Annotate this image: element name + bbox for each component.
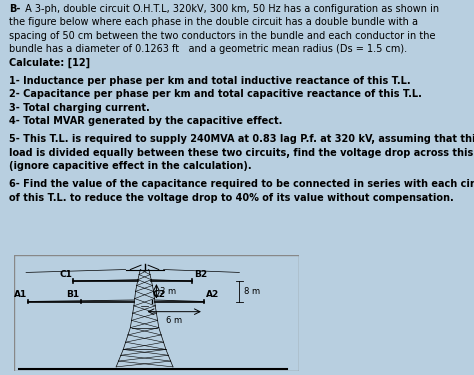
Text: C2: C2	[153, 290, 166, 299]
Text: of this T.L. to reduce the voltage drop to 40% of its value without compensation: of this T.L. to reduce the voltage drop …	[9, 192, 454, 202]
Text: A2: A2	[206, 290, 219, 299]
Text: bundle has a diameter of 0.1263 ft   and a geometric mean radius (Ds = 1.5 cm).: bundle has a diameter of 0.1263 ft and a…	[9, 45, 408, 54]
Text: B-: B-	[9, 4, 21, 14]
Text: 6- Find the value of the capacitance required to be connected in series with eac: 6- Find the value of the capacitance req…	[9, 179, 474, 189]
Text: load is divided equally between these two circuits, find the voltage drop across: load is divided equally between these tw…	[9, 148, 474, 158]
Text: 5- This T.L. is required to supply 240MVA at 0.83 lag P.f. at 320 kV, assuming t: 5- This T.L. is required to supply 240MV…	[9, 134, 474, 144]
Text: 6 m: 6 m	[166, 316, 182, 325]
Text: 8 m: 8 m	[244, 287, 260, 296]
Text: 1- Inductance per phase per km and total inductive reactance of this T.L.: 1- Inductance per phase per km and total…	[9, 76, 411, 86]
Text: 4- Total MVAR generated by the capacitive effect.: 4- Total MVAR generated by the capacitiv…	[9, 117, 283, 126]
Text: 3 m: 3 m	[160, 287, 176, 296]
Text: 3- Total charging current.: 3- Total charging current.	[9, 103, 150, 113]
Text: A1: A1	[14, 290, 27, 299]
Text: 2- Capacitance per phase per km and total capacitive reactance of this T.L.: 2- Capacitance per phase per km and tota…	[9, 89, 422, 99]
Text: B1: B1	[66, 290, 79, 299]
Text: C1: C1	[59, 270, 72, 279]
Text: Calculate: [12]: Calculate: [12]	[9, 58, 91, 68]
Text: spacing of 50 cm between the two conductors in the bundle and each conductor in : spacing of 50 cm between the two conduct…	[9, 31, 436, 41]
Text: the figure below where each phase in the double circuit has a double bundle with: the figure below where each phase in the…	[9, 17, 419, 27]
Text: (ignore capacitive effect in the calculation).: (ignore capacitive effect in the calcula…	[9, 161, 252, 171]
Text: A 3-ph, double circuit O.H.T.L, 320kV, 300 km, 50 Hz has a configuration as show: A 3-ph, double circuit O.H.T.L, 320kV, 3…	[22, 4, 439, 14]
Text: B2: B2	[194, 270, 208, 279]
